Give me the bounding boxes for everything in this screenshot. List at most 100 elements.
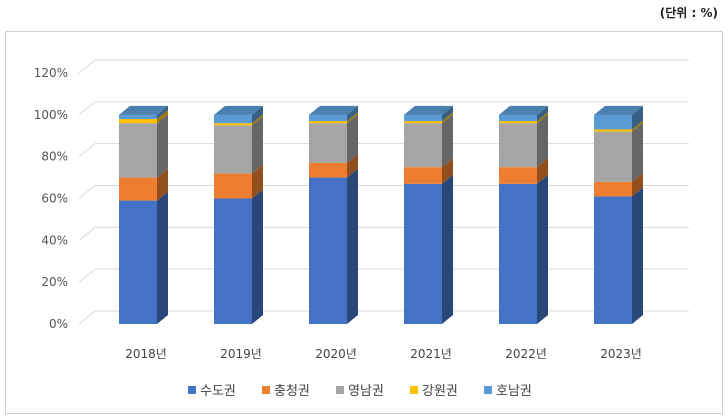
bar-top [309,105,358,115]
bar-side [537,158,548,184]
bar-segment [404,121,442,124]
bar-side [442,112,453,124]
bar-side [632,187,643,324]
gridline-side [78,185,96,199]
bar-side [347,153,358,178]
bar-segment [119,119,157,124]
legend-swatch [484,386,492,394]
bar-side [537,112,548,124]
bar-side [442,105,453,122]
bar-segment [499,114,537,122]
bar-side [442,114,453,168]
bar-side [442,158,453,184]
bar-segment [214,125,252,174]
bar-segment [214,198,252,324]
bar-side [347,168,358,324]
bar-segment [404,114,442,122]
bar-segment [404,183,442,324]
bar-side [157,105,168,120]
legend-label: 영남권 [348,384,384,399]
bar-segment [404,123,442,168]
bar-side [537,114,548,168]
y-tick-label: 60% [41,192,68,206]
gridline-side [78,101,96,116]
bar-side [632,122,643,182]
bar-segment [119,177,157,201]
bar-segment [309,114,347,122]
y-axis: 0% 20% 40% 60% 80% 100% 120% [34,66,68,331]
bar-side [252,105,263,124]
bar-segment [309,123,347,163]
y-tick-label: 40% [41,233,68,247]
legend-label: 강원권 [422,384,458,399]
bar-side [252,189,263,324]
legend: 수도권 충청권 영남권 강원권 호남권 [188,384,532,399]
bars [119,105,643,324]
bar-segment [594,131,632,182]
x-tick-label: 2018년 [125,347,167,361]
x-tick-label: 2021년 [410,347,452,361]
bar-segment [594,181,632,197]
bar-segment [499,167,537,184]
bar-top [499,105,548,115]
gridline-side [78,226,96,241]
legend-label: 호남권 [496,384,532,399]
bar-side [157,114,168,178]
legend-label: 수도권 [200,384,236,399]
y-tick-label: 100% [34,108,68,122]
bar-top [214,105,263,115]
bar-top [404,105,453,115]
bar-segment [594,196,632,324]
grid-lines [78,59,689,325]
y-tick-label: 20% [41,275,68,289]
gridline-side [78,310,96,325]
x-tick-label: 2023년 [600,347,642,361]
bar-segment [119,123,157,178]
bar-segment [214,173,252,199]
bar-side [632,105,643,130]
bar-segment [119,200,157,324]
y-tick-label: 120% [34,66,68,80]
bar-segment [309,121,347,124]
bar-side [252,114,263,126]
y-tick-label: 0% [49,317,68,331]
bar-side [157,168,168,201]
y-tick-label: 80% [41,150,68,164]
legend-swatch [188,386,196,394]
bar-side [347,105,358,122]
bar-side [347,114,358,163]
x-axis: 2018년 2019년 2020년 2021년 2022년 2023년 [125,347,642,361]
legend-swatch [410,386,418,394]
gridline-side [78,59,96,74]
bar-segment [309,177,347,324]
bar-side [537,105,548,122]
bar-side [537,174,548,324]
bar-top [594,105,643,115]
bar-segment [309,162,347,178]
bar-segment [594,129,632,132]
x-tick-label: 2020년 [315,347,357,361]
bar-side [442,174,453,324]
chart-frame [5,31,723,414]
gridline-side [78,143,96,158]
x-tick-label: 2022년 [505,347,547,361]
bar-side [252,164,263,199]
x-tick-label: 2019년 [220,347,262,361]
legend-swatch [336,386,344,394]
bar-segment [214,114,252,124]
gridline-side [78,268,96,283]
bar-side [157,191,168,324]
bar-side [632,120,643,132]
bar-segment [119,114,157,120]
bar-segment [499,121,537,124]
bar-side [347,112,358,124]
unit-label: (단위 : %) [659,6,718,20]
legend-label: 충청권 [274,384,310,399]
bar-side [157,110,168,124]
bar-side [252,116,263,174]
bar-top [119,105,168,115]
bar-segment [499,123,537,168]
bar-segment [499,183,537,324]
bar-segment [594,114,632,130]
